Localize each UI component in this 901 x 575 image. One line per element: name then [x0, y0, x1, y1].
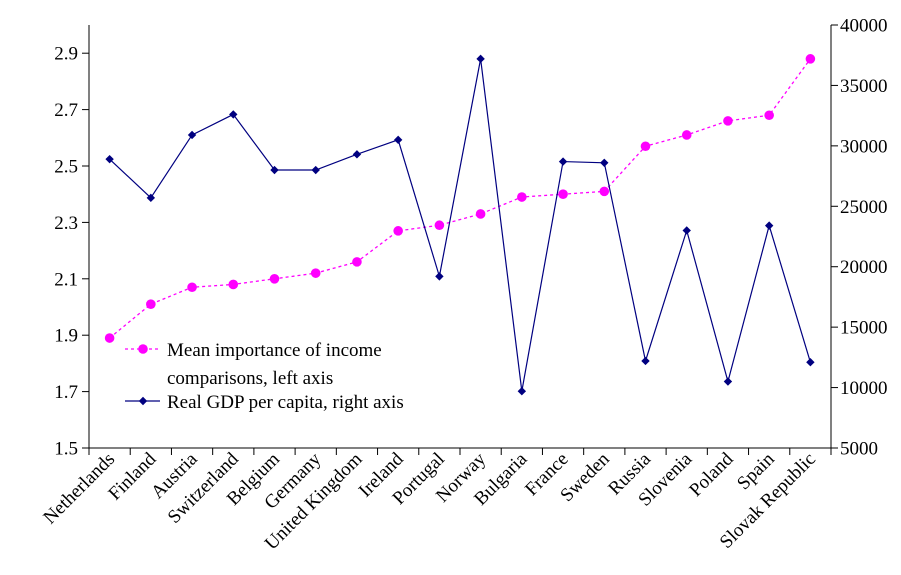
data-point — [806, 357, 815, 367]
right-tick-label: 20000 — [840, 257, 888, 278]
legend-swatch-marker — [138, 344, 148, 354]
right-tick-label: 15000 — [840, 318, 888, 339]
data-point — [723, 116, 733, 126]
data-point — [270, 165, 279, 175]
right-tick-label: 30000 — [840, 136, 888, 157]
series-line — [109, 58, 811, 339]
data-point — [434, 220, 445, 231]
data-point — [104, 333, 115, 343]
data-point — [269, 274, 280, 284]
data-point — [229, 110, 238, 119]
legend-label: comparisons, left axis — [167, 368, 333, 389]
data-point — [723, 377, 733, 386]
data-point — [517, 192, 527, 202]
data-point — [311, 165, 320, 175]
legend-label: Mean importance of income — [167, 340, 382, 361]
data-point — [476, 54, 485, 64]
data-point — [558, 189, 568, 199]
left-tick-label: 2.5 — [54, 157, 78, 178]
data-point — [435, 272, 444, 281]
data-point — [641, 356, 650, 366]
data-point — [310, 268, 321, 278]
data-point — [393, 135, 403, 145]
data-point — [187, 282, 197, 293]
data-point — [475, 209, 486, 219]
legend-swatch-marker — [138, 396, 148, 406]
data-point — [187, 130, 197, 140]
left-tick-label: 1.5 — [54, 439, 78, 460]
data-point — [764, 110, 774, 121]
data-point — [682, 226, 691, 235]
right-tick-label: 40000 — [840, 16, 888, 37]
right-tick-label: 35000 — [840, 76, 888, 97]
data-point — [517, 386, 527, 396]
right-tick-label: 5000 — [840, 439, 878, 460]
data-point — [764, 221, 774, 230]
data-point — [228, 279, 239, 290]
right-axis-ticks: 5000 10000 15000 20000 25000 30000 35000 40000 — [831, 16, 888, 460]
left-tick-label: 1.7 — [54, 382, 78, 403]
data-point — [352, 150, 362, 159]
left-axis-ticks: 1.5 1.7 1.9 2.1 2.3 2.5 2.7 2.9 — [54, 44, 89, 460]
category-label: Finland — [104, 448, 160, 504]
left-tick-label: 2.1 — [54, 269, 78, 290]
series-line — [109, 58, 811, 392]
data-point — [558, 157, 568, 166]
data-point — [805, 54, 816, 64]
data-point — [681, 130, 692, 140]
left-tick-label: 1.9 — [54, 326, 78, 347]
left-tick-label: 2.3 — [54, 213, 78, 234]
left-tick-label: 2.9 — [54, 44, 78, 65]
data-point — [352, 257, 362, 267]
data-point — [393, 226, 403, 236]
left-tick-label: 2.7 — [54, 100, 78, 121]
right-tick-label: 25000 — [840, 197, 888, 218]
data-point — [146, 299, 156, 309]
right-tick-label: 10000 — [840, 378, 888, 399]
category-label: Poland — [685, 448, 738, 501]
data-point — [599, 186, 610, 197]
data-point — [600, 158, 609, 167]
legend: Mean importance of income comparisons, le… — [125, 340, 404, 413]
data-point — [105, 154, 114, 164]
data-point — [640, 141, 651, 152]
x-axis-ticks: NetherlandsFinlandAustriaSwitzerlandBelg… — [39, 448, 832, 554]
data-point — [146, 193, 156, 203]
series-layer — [104, 54, 816, 396]
legend-label: Real GDP per capita, right axis — [167, 392, 404, 413]
